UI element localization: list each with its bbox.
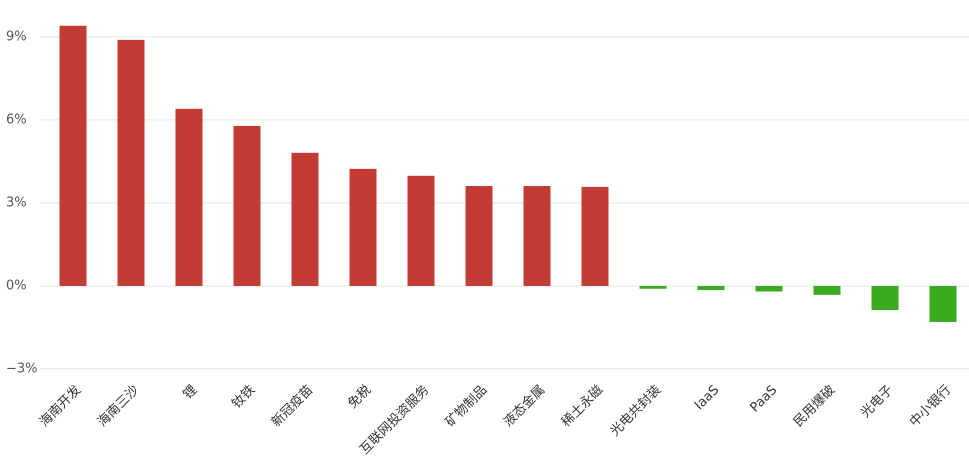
x-tick-label: 稀土永磁 [559, 383, 606, 430]
bar [755, 285, 783, 292]
x-tick-label: 钕铁 [229, 382, 259, 412]
bar [59, 25, 87, 286]
bar [407, 175, 435, 286]
bar [871, 285, 899, 311]
y-tick-label: 9% [6, 29, 27, 44]
bar [639, 285, 667, 289]
x-tick-label: 矿物制品 [443, 383, 490, 430]
x-tick-label: 光电共封装 [608, 383, 665, 440]
bar [523, 186, 551, 286]
y-tick-label: 3% [6, 195, 27, 210]
bar [581, 186, 609, 286]
x-tick-label: IaaS [692, 383, 722, 413]
bar [697, 285, 725, 291]
x-tick-label: 光电子 [858, 383, 896, 421]
bar [117, 39, 145, 286]
y-tick-label: 0% [6, 278, 27, 293]
bar [929, 285, 957, 322]
x-tick-label: 液态金属 [500, 382, 548, 430]
bar [291, 152, 319, 286]
x-tick-label: 免税 [345, 383, 374, 412]
bar [175, 108, 203, 286]
bar [349, 168, 377, 286]
x-tick-label: 海南三沙 [94, 382, 142, 430]
bar [233, 125, 261, 286]
x-tick-label: PaaS [747, 383, 780, 416]
x-tick-label: 锂 [180, 383, 200, 403]
x-tick-label: 中小银行 [907, 383, 954, 430]
x-tick-label: 海南开发 [36, 382, 84, 430]
x-tick-label: 民用爆破 [791, 383, 838, 430]
y-tick-label: 6% [6, 112, 27, 127]
bar [465, 186, 493, 286]
x-tick-label: 新冠疫苗 [268, 382, 316, 430]
y-tick-label: −3% [6, 362, 38, 377]
bar [813, 285, 841, 295]
